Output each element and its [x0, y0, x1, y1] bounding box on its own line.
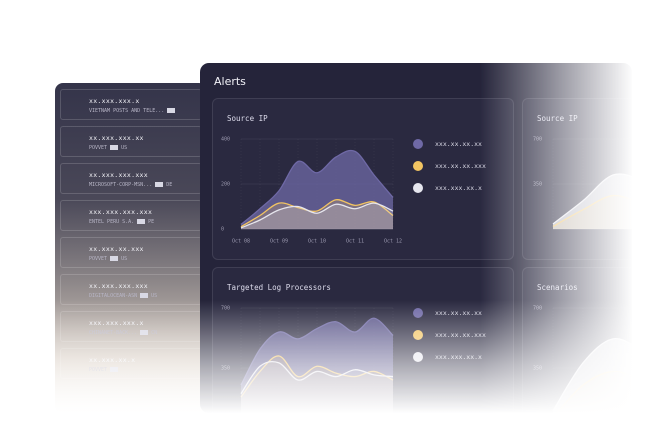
x-tick-label: Oct 10 — [308, 239, 326, 245]
y-tick-label: 350 — [533, 366, 542, 372]
legend-swatch — [413, 330, 423, 340]
ip-org-row: VIETNAM POSTS AND TELE... — [89, 108, 178, 114]
x-tick-label: Oct 11 — [346, 239, 364, 245]
ip-item: xx.xxx.xxx.x VIETNAM POSTS AND TELE... — [60, 89, 202, 120]
chart-title: Source IP — [537, 114, 578, 123]
legend-label: xxx.xxx.xx.x — [435, 184, 482, 192]
ip-org-row: POVVET US — [89, 145, 127, 151]
legend-swatch — [413, 352, 423, 362]
x-tick-label: Oct 12 — [384, 239, 402, 245]
legend-swatch — [413, 183, 423, 193]
y-tick-label: 400 — [221, 137, 230, 143]
legend-label: xxx.xx.xx.xxx — [435, 162, 486, 170]
ip-list-panel: xx.xxx.xxx.x VIETNAM POSTS AND TELE... xx.… — [55, 83, 207, 413]
area-line — [240, 202, 394, 229]
chart: Source IP 350 700 — [533, 114, 632, 230]
country-code: US — [151, 293, 158, 299]
area-fill — [241, 203, 393, 229]
chart: Source IP 0 200 400 Oct 08 Oct 09 Oct 10 Oct 11… — [221, 114, 486, 245]
ip-org: CHINANET-BACK... — [89, 330, 138, 336]
legend-label: xxx.xx.xx.xx — [435, 140, 482, 148]
ip-item: xxx.xxx.xxx.x CHINANET-BACK... CN — [60, 311, 202, 342]
ip-address: xx.xxx.xxx.x — [89, 97, 140, 105]
y-tick-label: 700 — [533, 137, 542, 143]
ip-org: POVVET — [89, 145, 108, 151]
ip-item: xx.xxx.xxx.xxx MICROSOFT-CORP-MSN... DE — [60, 163, 202, 194]
legend-swatch — [413, 308, 423, 318]
area-line — [240, 199, 394, 228]
ip-org: ENTEL PERU S.A. — [89, 219, 135, 225]
chart-title: Source IP — [227, 114, 268, 123]
country-code: US — [121, 256, 128, 262]
ip-item: xx.xxx.xxx.xx POVVET US — [60, 126, 202, 157]
y-tick-label: 700 — [533, 306, 542, 312]
ip-org-row: CHINANET-BACK... CN — [89, 330, 157, 336]
ip-address: xx.xxx.xx.xxx — [89, 245, 144, 253]
flag-icon — [110, 145, 119, 150]
chart-card: Source IP 350 700 — [522, 98, 632, 260]
ip-org-row: DIGITALOCEAN-ASN US — [89, 293, 157, 299]
country-code: CN — [151, 330, 158, 336]
flag-icon — [140, 330, 149, 335]
legend-label: xxx.xx.xx.xx — [435, 309, 482, 317]
area-fill — [241, 199, 393, 229]
panel-title: Alerts — [214, 75, 246, 88]
flag-icon — [155, 182, 164, 187]
ip-org-row: MICROSOFT-CORP-MSN... DE — [89, 182, 172, 188]
flag-icon — [110, 367, 119, 372]
ip-org: MICROSOFT-CORP-MSN... — [89, 182, 153, 188]
chart-card: Scenarios 350 700 — [522, 267, 632, 413]
ip-org-row: POVVET US — [89, 256, 127, 262]
flag-icon — [167, 108, 176, 113]
y-tick-label: 350 — [221, 366, 230, 372]
ip-org: POVVET — [89, 256, 108, 262]
area-line — [240, 149, 394, 226]
chart-card: Targeted Log Processors 350 700 xxx.xx.xx.x… — [212, 267, 514, 413]
chart-title: Scenarios — [537, 283, 578, 292]
ip-address: xxx.xxx.xxx.xxx — [89, 208, 153, 216]
legend-swatch — [413, 139, 423, 149]
legend-swatch — [413, 161, 423, 171]
ip-item: xx.xxx.xxx.xxx DIGITALOCEAN-ASN US — [60, 274, 202, 305]
chart-title: Targeted Log Processors — [227, 283, 331, 292]
legend-label: xxx.xx.xx.xxx — [435, 331, 486, 339]
country-code: US — [121, 145, 128, 151]
ip-org-row: POVVET — [89, 367, 121, 373]
flag-icon — [137, 219, 146, 224]
chart-card: Source IP 0 200 400 Oct 08 Oct 09 Oct 10 Oct 11… — [212, 98, 514, 260]
y-tick-label: 200 — [221, 182, 230, 188]
ip-item: xx.xxx.xx.xxx POVVET US — [60, 237, 202, 268]
ip-org: DIGITALOCEAN-ASN — [89, 293, 138, 299]
ip-address: xx.xxx.xxx.xxx — [89, 171, 148, 179]
alerts-panel: Alerts Source IP 0 200 400 Oct 08 Oct 09 Oct 1… — [200, 63, 632, 413]
ip-org-row: ENTEL PERU S.A. PE — [89, 219, 154, 225]
ip-item: xxx.xxx.xxx.xxx ENTEL PERU S.A. PE — [60, 200, 202, 231]
y-tick-label: 700 — [221, 306, 230, 312]
ip-address: xx.xxx.xxx.xxx — [89, 282, 148, 290]
x-tick-label: Oct 09 — [270, 239, 288, 245]
flag-icon — [110, 256, 119, 261]
flag-icon — [140, 293, 149, 298]
chart: Scenarios 350 700 — [533, 283, 632, 413]
ip-item: xx.xxx.xx.x POVVET — [60, 348, 202, 379]
ip-address: xxx.xxx.xxx.x — [89, 319, 144, 327]
country-code: DE — [166, 182, 173, 188]
y-tick-label: 350 — [533, 182, 542, 188]
ip-address: xx.xxx.xxx.xx — [89, 134, 144, 142]
ip-org: POVVET — [89, 367, 108, 373]
x-tick-label: Oct 08 — [232, 239, 250, 245]
ip-address: xx.xxx.xx.x — [89, 356, 136, 364]
chart: Targeted Log Processors 350 700 xxx.xx.xx.x… — [221, 283, 486, 413]
ip-org: VIETNAM POSTS AND TELE... — [89, 108, 165, 114]
y-tick-label: 0 — [221, 227, 224, 233]
legend-label: xxx.xxx.xx.x — [435, 353, 482, 361]
country-code: PE — [148, 219, 155, 225]
